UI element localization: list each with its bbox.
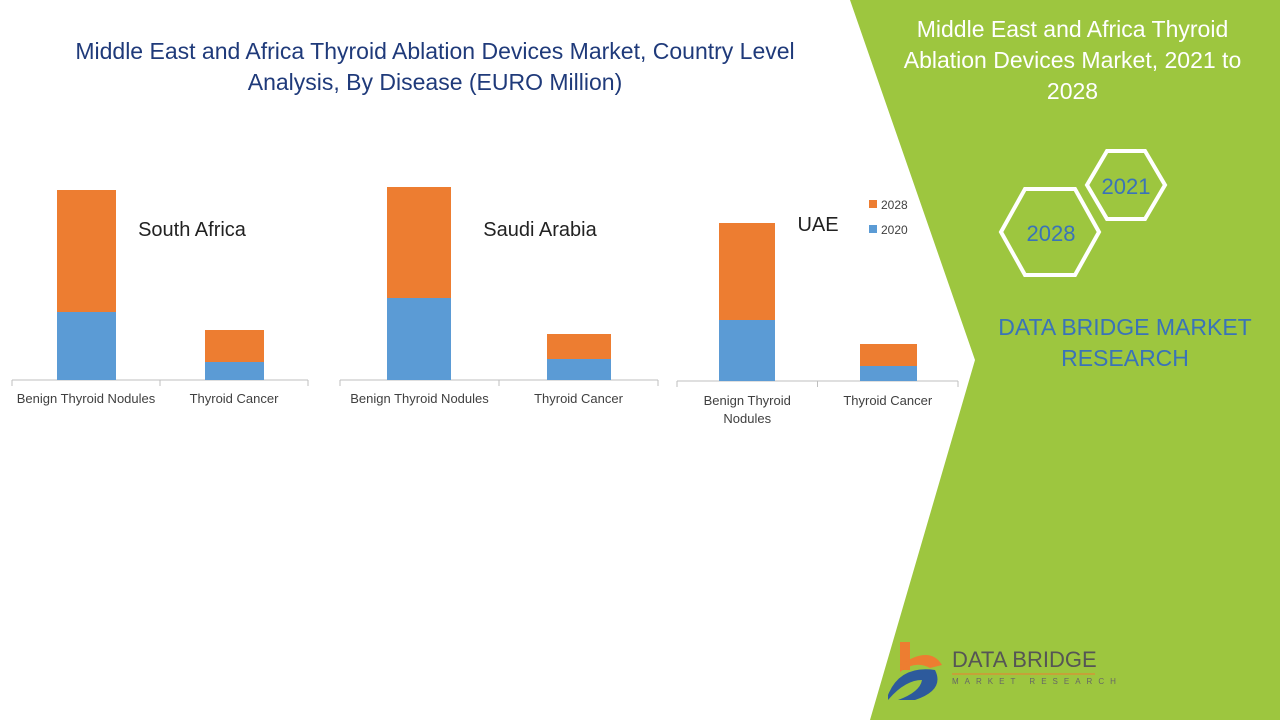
bar-2028-thyroid-cancer bbox=[547, 334, 611, 359]
green-panel bbox=[850, 0, 1280, 720]
category-label: Benign Thyroid Nodules bbox=[17, 391, 156, 406]
bar-2020-benign-thyroid-nodules bbox=[57, 312, 116, 380]
legend-swatch-2028 bbox=[869, 200, 877, 208]
category-label: Thyroid Cancer bbox=[843, 393, 933, 408]
brand-text: DATA BRIDGE MARKET RESEARCH bbox=[998, 314, 1252, 371]
category-label: Thyroid Cancer bbox=[190, 391, 280, 406]
category-label: Nodules bbox=[723, 411, 771, 426]
bar-2028-thyroid-cancer bbox=[860, 344, 917, 366]
logo-text: DATA BRIDGE bbox=[952, 647, 1097, 672]
logo-icon bbox=[888, 642, 942, 700]
logo-subtext: MARKET RESEARCH bbox=[952, 677, 1122, 686]
hexagon-2028 bbox=[998, 187, 1102, 277]
bar-2020-thyroid-cancer bbox=[205, 362, 264, 380]
bar-2020-benign-thyroid-nodules bbox=[387, 298, 451, 380]
chart-title: South Africa bbox=[138, 219, 247, 241]
bar-2028-thyroid-cancer bbox=[205, 330, 264, 362]
bar-2020-thyroid-cancer bbox=[547, 359, 611, 380]
bar-2020-benign-thyroid-nodules bbox=[719, 320, 775, 381]
category-label: Benign Thyroid bbox=[704, 393, 791, 408]
hex-label-2021: 2021 bbox=[1102, 174, 1151, 199]
chart-title: UAE bbox=[797, 214, 838, 236]
page-title: Middle East and Africa Thyroid Ablation … bbox=[75, 38, 795, 95]
bar-2028-benign-thyroid-nodules bbox=[387, 187, 451, 298]
bar-2028-benign-thyroid-nodules bbox=[57, 190, 116, 312]
bar-2028-benign-thyroid-nodules bbox=[719, 223, 775, 320]
hex-label-2028: 2028 bbox=[1027, 221, 1076, 246]
category-label: Thyroid Cancer bbox=[534, 391, 624, 406]
bar-2020-thyroid-cancer bbox=[860, 366, 917, 381]
legend-label-2028: 2028 bbox=[881, 198, 908, 212]
side-title: Middle East and Africa Thyroid Ablation … bbox=[903, 16, 1242, 104]
legend-swatch-2020 bbox=[869, 225, 877, 233]
legend-label-2020: 2020 bbox=[881, 223, 908, 237]
chart-title: Saudi Arabia bbox=[483, 219, 597, 241]
hexagon-2021 bbox=[1084, 149, 1168, 221]
category-label: Benign Thyroid Nodules bbox=[350, 391, 489, 406]
